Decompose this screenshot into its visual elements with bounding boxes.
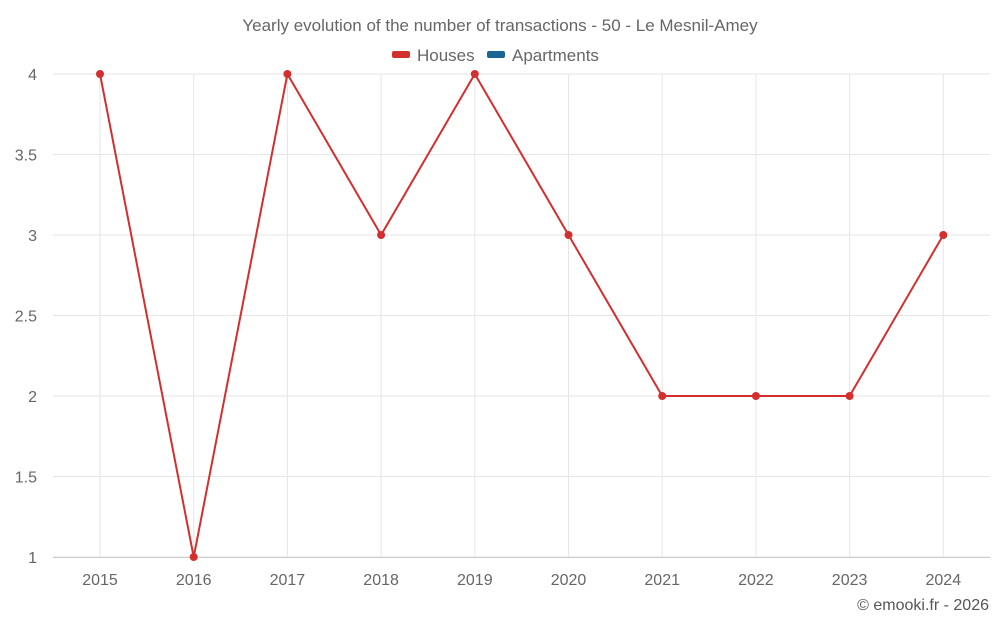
y-tick-label: 3 xyxy=(28,228,37,245)
y-tick-label: 2 xyxy=(28,389,37,406)
x-tick-label: 2017 xyxy=(270,572,306,589)
x-axis-ticks: 2015 2016 2017 2018 2019 2020 2021 2022 2023 2024 xyxy=(82,572,961,589)
y-tick-label: 3.5 xyxy=(15,148,37,165)
legend-swatch-houses xyxy=(392,51,410,58)
credit-text: © emooki.fr - 2026 xyxy=(857,597,989,614)
data-point-houses[interactable] xyxy=(96,70,104,78)
data-point-houses[interactable] xyxy=(751,392,760,400)
y-tick-label: 4 xyxy=(28,67,37,84)
x-tick-label: 2016 xyxy=(176,572,212,589)
series-line-houses xyxy=(99,73,945,558)
x-tick-label: 2015 xyxy=(82,572,118,589)
x-tick-label: 2023 xyxy=(832,572,868,589)
data-point-houses[interactable] xyxy=(470,70,479,78)
data-point-houses[interactable] xyxy=(564,231,573,239)
data-point-houses[interactable] xyxy=(377,231,386,239)
y-axis-ticks: 1 1.5 2 2.5 3 3.5 4 xyxy=(15,67,37,567)
x-tick-label: 2020 xyxy=(551,572,587,589)
series xyxy=(96,70,948,561)
x-tick-label: 2021 xyxy=(644,572,680,589)
legend-item-houses[interactable]: Houses xyxy=(392,46,475,65)
legend-label-apartments: Apartments xyxy=(512,46,599,65)
y-tick-label: 2.5 xyxy=(15,309,37,326)
data-point-houses[interactable] xyxy=(283,70,292,78)
x-tick-label: 2022 xyxy=(738,572,774,589)
legend: Houses Apartments xyxy=(392,46,599,65)
data-point-houses[interactable] xyxy=(845,392,854,400)
data-point-houses[interactable] xyxy=(939,231,948,239)
legend-item-apartments[interactable]: Apartments xyxy=(487,46,599,65)
data-point-houses[interactable] xyxy=(189,553,198,561)
data-point-houses[interactable] xyxy=(658,392,667,400)
y-tick-label: 1.5 xyxy=(15,470,37,487)
x-tick-label: 2018 xyxy=(363,572,399,589)
legend-swatch-apartments xyxy=(487,51,505,58)
legend-label-houses: Houses xyxy=(417,46,475,65)
chart-title: Yearly evolution of the number of transa… xyxy=(242,16,758,35)
y-tick-label: 1 xyxy=(28,550,37,567)
grid xyxy=(53,73,990,558)
x-tick-label: 2024 xyxy=(926,572,962,589)
x-tick-label: 2019 xyxy=(457,572,493,589)
